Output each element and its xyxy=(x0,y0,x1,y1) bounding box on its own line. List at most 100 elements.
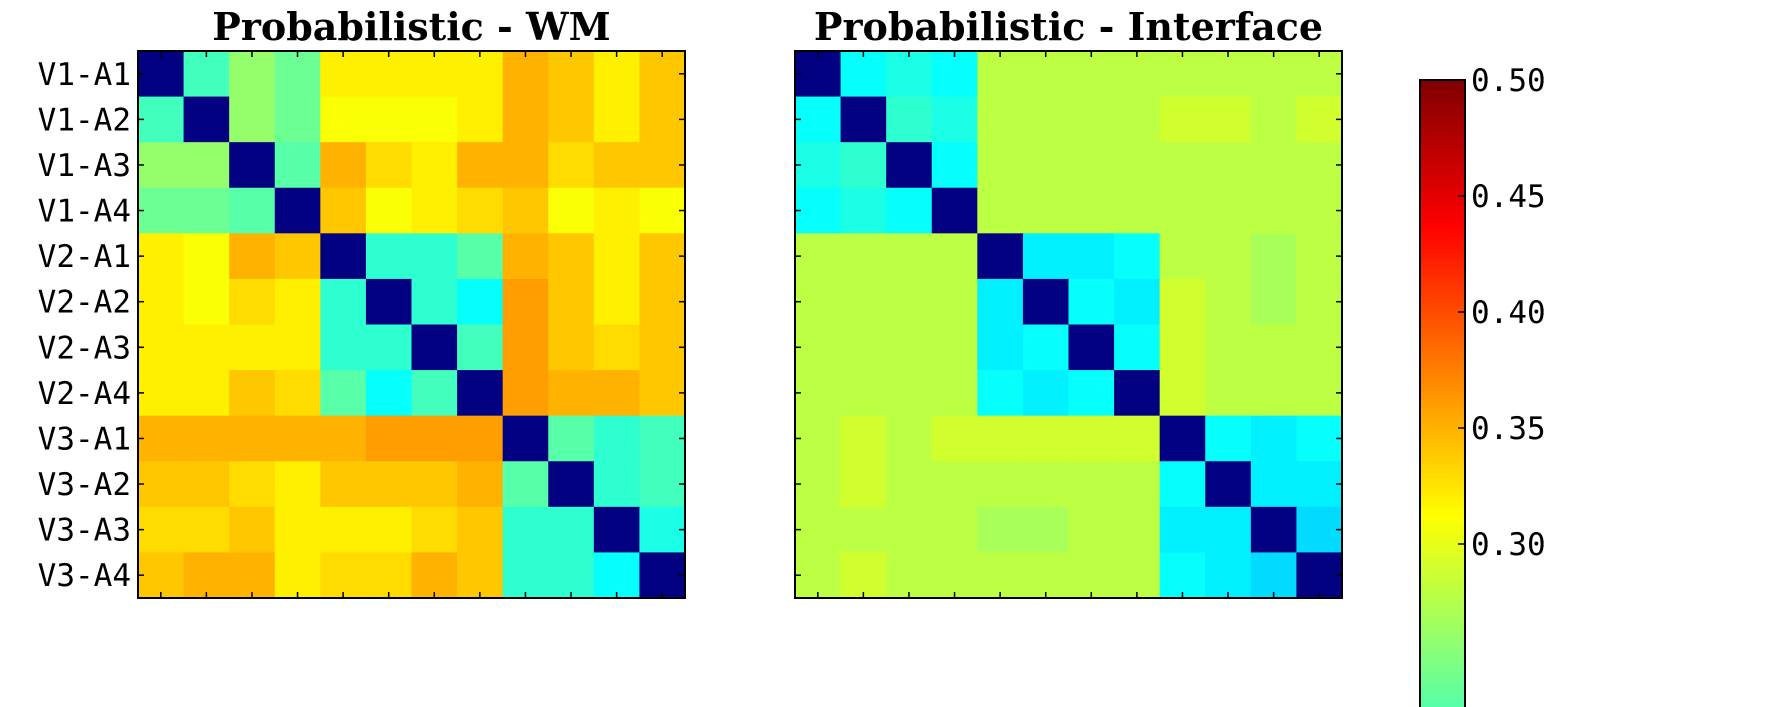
heatmap-cell xyxy=(1250,278,1298,326)
colorbar-strip xyxy=(1420,532,1465,535)
heatmap-cell xyxy=(457,187,504,234)
heatmap-cell xyxy=(457,461,504,508)
colorbar-strip xyxy=(1420,222,1465,225)
heatmap-cell xyxy=(229,506,276,554)
heatmap-cell xyxy=(502,278,549,326)
heatmap-cell xyxy=(457,96,504,143)
heatmap-cell xyxy=(1022,324,1070,371)
colorbar-strip xyxy=(1420,578,1465,581)
heatmap-cell xyxy=(639,552,686,599)
colorbar-strip xyxy=(1420,682,1465,685)
heatmap-cell xyxy=(1159,324,1206,371)
colorbar-strip xyxy=(1420,538,1465,541)
colorbar-strip xyxy=(1420,144,1465,147)
heatmap-cell xyxy=(931,461,978,508)
heatmap-cell xyxy=(1296,324,1343,371)
heatmap-cell xyxy=(502,415,549,462)
colorbar-strip xyxy=(1420,424,1465,427)
colorbar-strip xyxy=(1420,382,1465,385)
colorbar-strip xyxy=(1420,390,1465,393)
colorbar-strip xyxy=(1420,202,1465,205)
colorbar-strip xyxy=(1420,140,1465,143)
heatmap-cell xyxy=(229,278,276,326)
colorbar-strip xyxy=(1420,482,1465,485)
colorbar-strip xyxy=(1420,484,1465,487)
heatmap-cell xyxy=(411,233,458,280)
colorbar-strip xyxy=(1420,582,1465,585)
colorbar-strip xyxy=(1420,388,1465,391)
colorbar-strip xyxy=(1420,608,1465,611)
heatmap-cell xyxy=(1296,233,1343,280)
heatmap-cell xyxy=(411,461,458,508)
colorbar-strip xyxy=(1420,262,1465,265)
colorbar-strip xyxy=(1420,90,1465,93)
heatmap-cell xyxy=(1068,233,1115,280)
colorbar-strip xyxy=(1420,632,1465,635)
heatmap-cell xyxy=(1205,370,1252,417)
colorbar-strip xyxy=(1420,276,1465,279)
heatmap-cell xyxy=(593,187,641,234)
heatmap-cell xyxy=(977,370,1024,417)
heatmap-cell xyxy=(1205,233,1252,280)
colorbar-strip xyxy=(1420,234,1465,237)
colorbar-strip xyxy=(1420,548,1465,551)
colorbar-strip xyxy=(1420,684,1465,687)
heatmap-cell xyxy=(1068,461,1115,508)
title-wm: Probabilistic - WM xyxy=(212,4,611,49)
colorbar-strip xyxy=(1420,522,1465,525)
heatmap-cell xyxy=(274,415,321,462)
heatmap-cell xyxy=(138,461,185,508)
heatmap-cell xyxy=(411,187,458,234)
colorbar-strip xyxy=(1420,302,1465,305)
colorbar-strip xyxy=(1420,464,1465,467)
colorbar-strip xyxy=(1420,454,1465,457)
heatmap-cell xyxy=(931,552,978,599)
row-label: V1-A4 xyxy=(38,194,131,230)
heatmap-cell xyxy=(593,506,641,554)
colorbar-strip xyxy=(1420,652,1465,655)
colorbar-strip xyxy=(1420,692,1465,695)
heatmap-cell xyxy=(977,506,1024,554)
heatmap-cell xyxy=(1159,142,1206,189)
row-label: V2-A1 xyxy=(38,239,131,275)
heatmap-cell xyxy=(977,324,1024,371)
cells-wm xyxy=(138,51,686,599)
colorbar-strip xyxy=(1420,630,1465,633)
colorbar-strip xyxy=(1420,226,1465,229)
colorbar-strip xyxy=(1420,626,1465,629)
row-label: V2-A4 xyxy=(38,376,131,412)
colorbar-strip xyxy=(1420,242,1465,245)
heatmap-cell xyxy=(1022,370,1070,417)
heatmap-cell xyxy=(840,96,887,143)
colorbar-strip xyxy=(1420,444,1465,447)
colorbar-strip xyxy=(1420,336,1465,339)
heatmap-cell xyxy=(639,324,686,371)
colorbar-strip xyxy=(1420,158,1465,161)
colorbar-strip xyxy=(1420,394,1465,397)
colorbar-strip xyxy=(1420,526,1465,529)
colorbar-strip xyxy=(1420,468,1465,471)
colorbar-strip xyxy=(1420,688,1465,691)
heatmap-cell xyxy=(1250,552,1298,599)
heatmap-cell xyxy=(795,324,842,371)
colorbar-strip xyxy=(1420,104,1465,107)
heatmap-cell xyxy=(1068,187,1115,234)
heatmap-cell xyxy=(548,506,595,554)
heatmap-cell xyxy=(138,552,185,599)
heatmap-cell xyxy=(138,187,185,234)
heatmap-cell xyxy=(1114,324,1161,371)
colorbar-strip xyxy=(1420,498,1465,501)
heatmap-cell xyxy=(183,51,230,98)
heatmap-cell xyxy=(411,142,458,189)
colorbar-strip xyxy=(1420,668,1465,671)
colorbar-strip xyxy=(1420,564,1465,567)
heatmap-cell xyxy=(229,96,276,143)
heatmap-cell xyxy=(886,324,933,371)
heatmap-cell xyxy=(229,552,276,599)
colorbar-strip xyxy=(1420,240,1465,243)
heatmap-cell xyxy=(548,278,595,326)
heatmap-cell xyxy=(639,461,686,508)
heatmap-cell xyxy=(1159,51,1206,98)
heatmap-cell xyxy=(183,324,230,371)
heatmap-cell xyxy=(795,552,842,599)
